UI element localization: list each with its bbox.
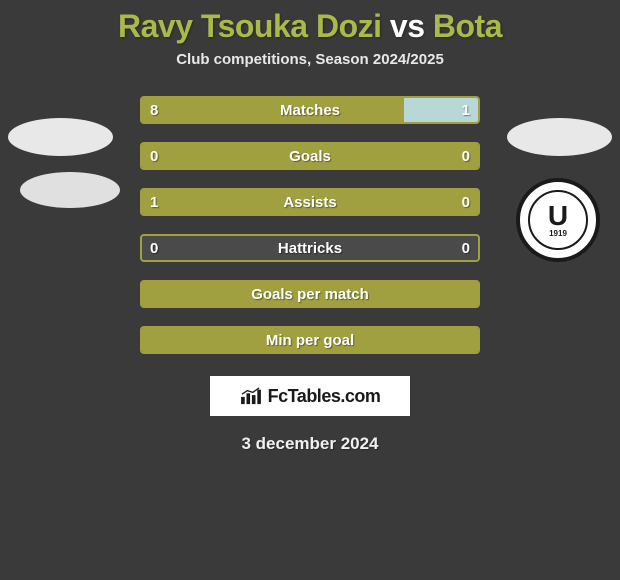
vs-text: vs bbox=[390, 8, 425, 44]
stat-row: Goals per match bbox=[140, 280, 480, 308]
date-text: 3 december 2024 bbox=[0, 434, 620, 454]
player2-avatar-placeholder bbox=[507, 118, 612, 156]
player2-club-badge: U 1919 bbox=[516, 178, 600, 262]
stat-label: Min per goal bbox=[142, 332, 478, 349]
stat-label: Hattricks bbox=[142, 240, 478, 257]
club-badge-letter: U bbox=[548, 202, 568, 230]
stat-row: 00Hattricks bbox=[140, 234, 480, 262]
player1-name: Ravy Tsouka Dozi bbox=[118, 8, 381, 44]
stat-label: Assists bbox=[142, 194, 478, 211]
stat-label: Goals per match bbox=[142, 286, 478, 303]
subtitle: Club competitions, Season 2024/2025 bbox=[0, 51, 620, 68]
stat-row: 81Matches bbox=[140, 96, 480, 124]
stat-label: Matches bbox=[142, 102, 478, 119]
club-badge-inner: U 1919 bbox=[528, 190, 588, 250]
stat-label: Goals bbox=[142, 148, 478, 165]
chart-icon bbox=[240, 387, 262, 405]
player2-name: Bota bbox=[433, 8, 502, 44]
branding-text: FcTables.com bbox=[268, 386, 381, 407]
club-badge-year: 1919 bbox=[549, 230, 567, 238]
stats-list: 81Matches 00Goals 10Assists 00Hattricks Goal… bbox=[140, 96, 480, 354]
stat-row: 10Assists bbox=[140, 188, 480, 216]
player1-avatar-placeholder bbox=[8, 118, 113, 156]
stat-row: Min per goal bbox=[140, 326, 480, 354]
comparison-title: Ravy Tsouka Dozi vs Bota bbox=[0, 8, 620, 45]
player1-club-placeholder bbox=[20, 172, 120, 208]
stat-row: 00Goals bbox=[140, 142, 480, 170]
branding-box: FcTables.com bbox=[210, 376, 410, 416]
